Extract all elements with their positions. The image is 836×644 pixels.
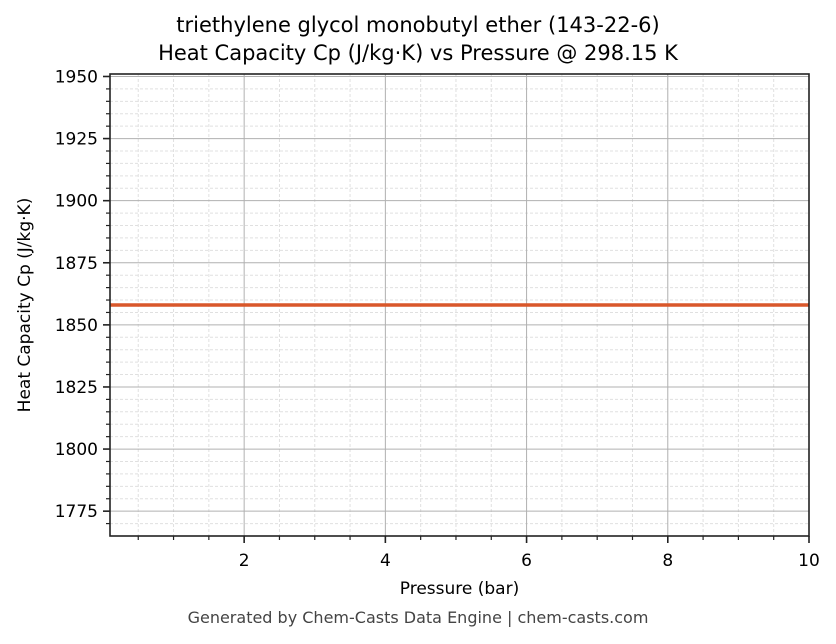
y-tick-label: 1950: [55, 67, 98, 87]
plot-frame: [109, 73, 810, 537]
y-tick-label: 1925: [55, 130, 98, 150]
y-tick-label: 1800: [55, 440, 98, 460]
y-axis-label: Heat Capacity Cp (J/kg·K): [15, 198, 35, 413]
y-tick-label: 1875: [55, 254, 98, 274]
x-tick-label: 4: [380, 551, 391, 571]
x-tick-label: 2: [239, 551, 250, 571]
x-tick-label: 10: [798, 551, 820, 571]
x-tick-label: 8: [662, 551, 673, 571]
chart-title-line2: Heat Capacity Cp (J/kg·K) vs Pressure @ …: [158, 41, 678, 65]
chart-title-line1: triethylene glycol monobutyl ether (143-…: [176, 13, 660, 37]
y-tick-label: 1775: [55, 502, 98, 522]
y-tick-label: 1825: [55, 378, 98, 398]
y-tick-label: 1850: [55, 316, 98, 336]
x-axis-label: Pressure (bar): [400, 579, 519, 599]
footer-credit: Generated by Chem-Casts Data Engine | ch…: [187, 608, 649, 627]
y-tick-label: 1900: [55, 192, 98, 212]
x-tick-label: 6: [521, 551, 532, 571]
